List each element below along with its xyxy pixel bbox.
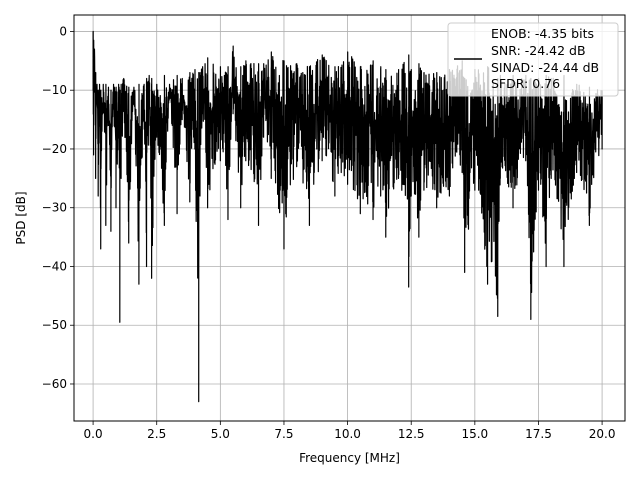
legend-box: [447, 22, 619, 97]
series-psd: [92, 30, 603, 403]
legend: ENOB: -4.35 bits SNR: -24.42 dB SINAD: -…: [447, 22, 619, 97]
legend-entry-sinad: SINAD: -24.44 dB: [491, 60, 599, 75]
x-tick-label: 20.0: [589, 427, 616, 441]
x-tick-label: 10.0: [334, 427, 361, 441]
y-tick-label: −30: [42, 201, 67, 215]
y-tick-label: −20: [42, 142, 67, 156]
x-tick-label: 7.5: [274, 427, 293, 441]
plot-area-frame: [73, 14, 626, 422]
y-tick-label: −50: [42, 318, 67, 332]
y-tick-label: −60: [42, 377, 67, 391]
legend-entry-sfdr: SFDR: 0.76: [491, 76, 560, 91]
x-tick-label: 12.5: [398, 427, 425, 441]
x-axis-ticks: 0.0 2.5 5.0 7.5 10.0 12.5 15.0 17.5 20.0: [84, 421, 616, 441]
x-axis-label: Frequency [MHz]: [299, 451, 400, 465]
x-tick-label: 15.0: [461, 427, 488, 441]
psd-line: [92, 30, 603, 403]
legend-entry-snr: SNR: -24.42 dB: [491, 43, 586, 58]
x-tick-label: 0.0: [84, 427, 103, 441]
x-tick-label: 2.5: [147, 427, 166, 441]
y-axis-label: PSD [dB]: [14, 191, 28, 244]
x-tick-label: 5.0: [211, 427, 230, 441]
y-tick-label: −10: [42, 83, 67, 97]
y-axis-ticks: 0 −10 −20 −30 −40 −50 −60: [42, 24, 74, 391]
y-tick-label: −40: [42, 259, 67, 273]
x-tick-label: 17.5: [525, 427, 552, 441]
legend-entry-enob: ENOB: -4.35 bits: [491, 26, 594, 41]
y-tick-label: 0: [59, 24, 67, 38]
